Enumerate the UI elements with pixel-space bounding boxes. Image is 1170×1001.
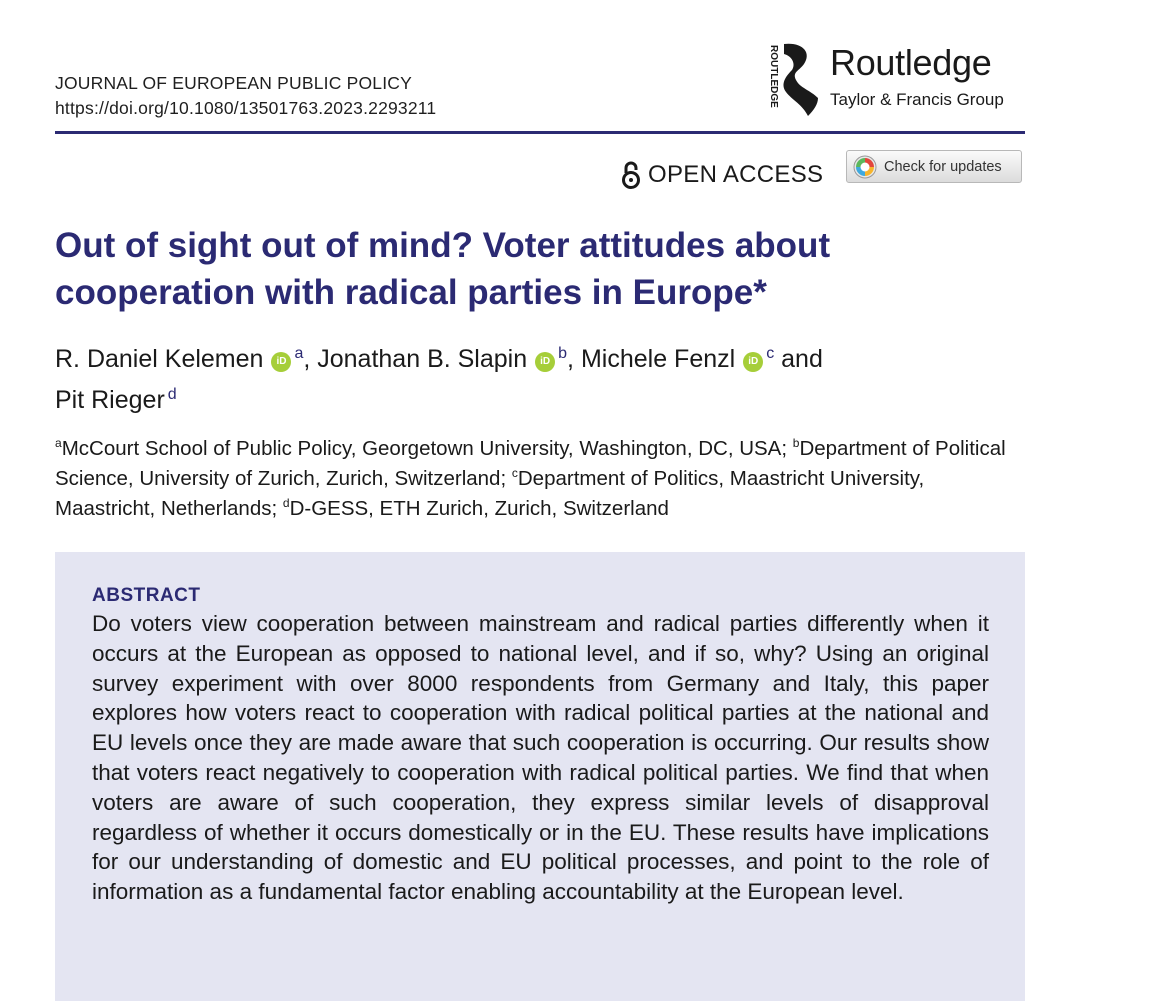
author-name[interactable]: Michele Fenzl	[580, 345, 736, 373]
doi-link[interactable]: https://doi.org/10.1080/13501763.2023.22…	[55, 98, 437, 118]
check-for-updates-button[interactable]: Check for updates	[846, 150, 1022, 183]
routledge-mark-text: ROUTLEDGE	[768, 45, 779, 108]
affiliation-text: D-GESS, ETH Zurich, Zurich, Switzerland	[289, 497, 669, 520]
crossmark-icon	[853, 155, 877, 178]
orcid-icon[interactable]: iD	[535, 352, 556, 372]
affiliation-marker[interactable]: c	[766, 345, 775, 362]
open-access-label: OPEN ACCESS	[648, 161, 824, 188]
abstract-text: Do voters view cooperation between mains…	[92, 611, 989, 905]
open-access-badge: OPEN ACCESS	[620, 158, 823, 192]
abstract-heading: ABSTRACT	[92, 585, 201, 606]
affiliation-marker[interactable]: a	[294, 345, 304, 362]
check-for-updates-label: Check for updates	[884, 158, 1002, 175]
paper-title: Out of sight out of mind? Voter attitude…	[55, 226, 831, 312]
journal-header: JOURNAL OF EUROPEAN PUBLIC POLICY https:…	[55, 71, 436, 121]
affiliation-text: McCourt School of Public Policy, Georget…	[61, 437, 793, 460]
orcid-icon[interactable]: iD	[743, 352, 764, 372]
open-lock-icon	[622, 161, 640, 189]
routledge-logo-icon: ROUTLEDGE	[768, 43, 818, 116]
author-list: R. Daniel Kelemen iD a, Jonathan B. Slapin…	[55, 345, 823, 414]
affiliation-text: Department of Political Science, Univers…	[55, 437, 1006, 490]
header-divider	[55, 131, 1025, 134]
author-name[interactable]: Pit Rieger	[55, 386, 165, 414]
publisher-group: Taylor & Francis Group	[830, 90, 1004, 109]
affiliation-text: Department of Politics, Maastricht Unive…	[55, 467, 925, 520]
author-name[interactable]: Jonathan B. Slapin	[317, 345, 528, 373]
journal-name: JOURNAL OF EUROPEAN PUBLIC POLICY	[55, 73, 413, 93]
publisher-logo[interactable]: ROUTLEDGE Routledge Taylor & Francis Gro…	[762, 38, 1032, 118]
affiliation-marker[interactable]: d	[167, 386, 177, 403]
abstract-box	[55, 552, 1025, 1001]
author-name[interactable]: R. Daniel Kelemen	[55, 345, 264, 373]
orcid-icon[interactable]: iD	[271, 352, 292, 372]
affiliation-marker[interactable]: b	[558, 345, 568, 362]
publisher-name: Routledge	[830, 42, 992, 83]
affiliations: aMcCourt School of Public Policy, George…	[55, 436, 1006, 520]
